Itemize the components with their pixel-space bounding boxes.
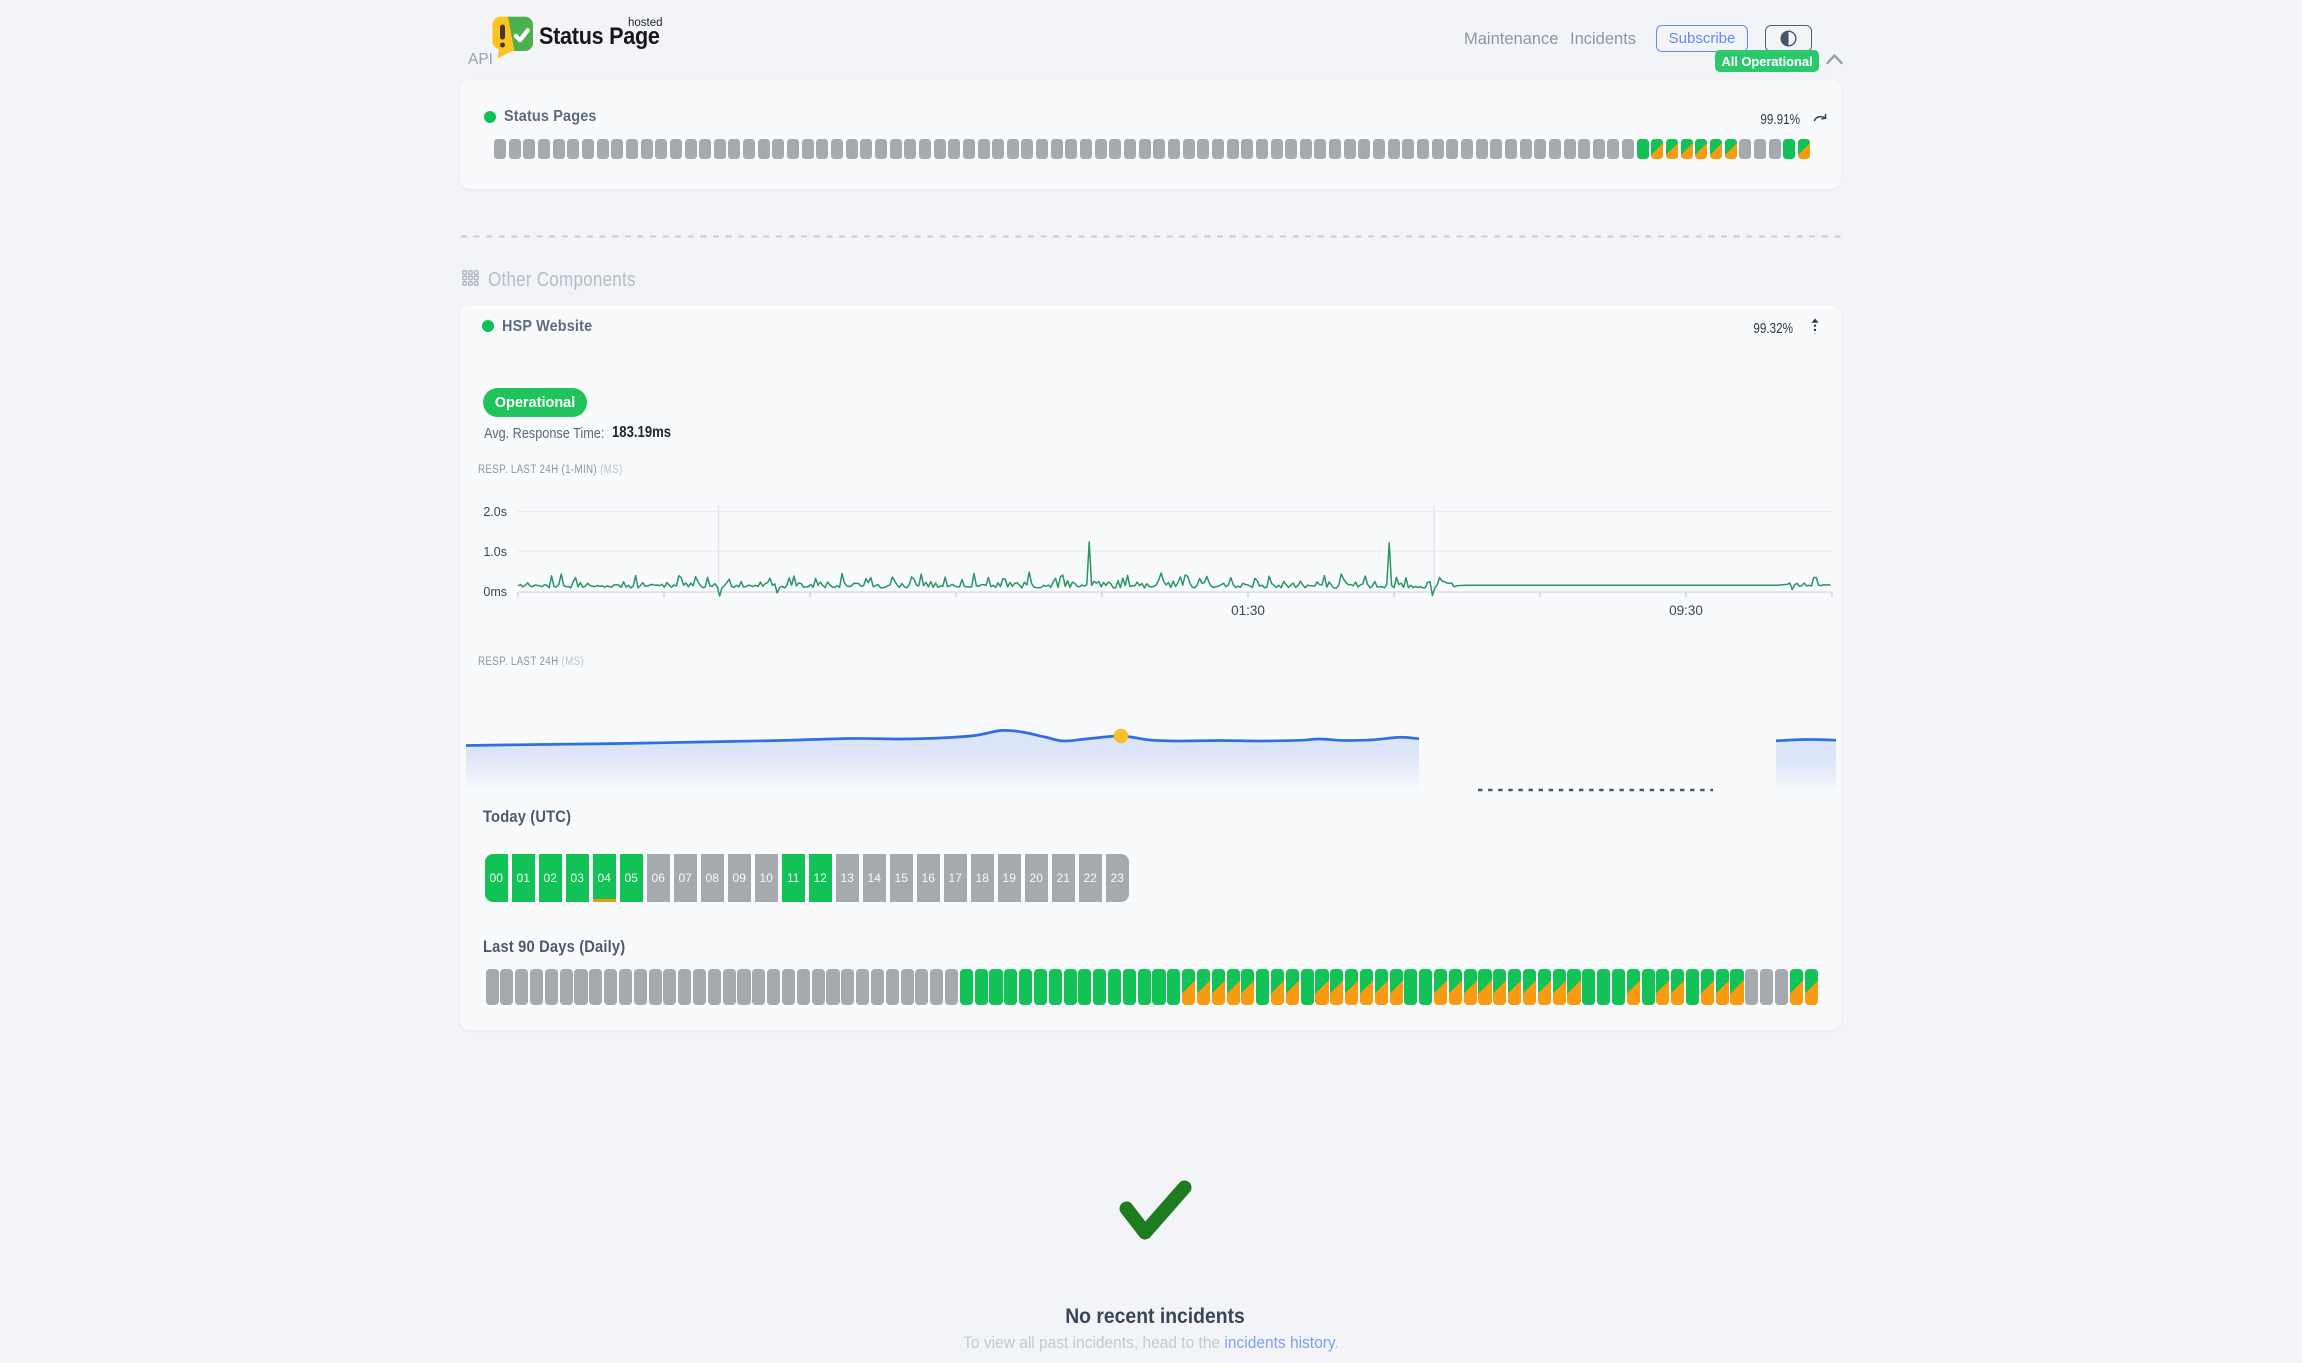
svg-text:01:30: 01:30 xyxy=(1231,603,1265,618)
svg-text:2.0s: 2.0s xyxy=(483,505,507,519)
svg-text:09:30: 09:30 xyxy=(1669,603,1703,618)
svg-text:0ms: 0ms xyxy=(483,585,507,599)
svg-text:1.0s: 1.0s xyxy=(483,545,507,559)
